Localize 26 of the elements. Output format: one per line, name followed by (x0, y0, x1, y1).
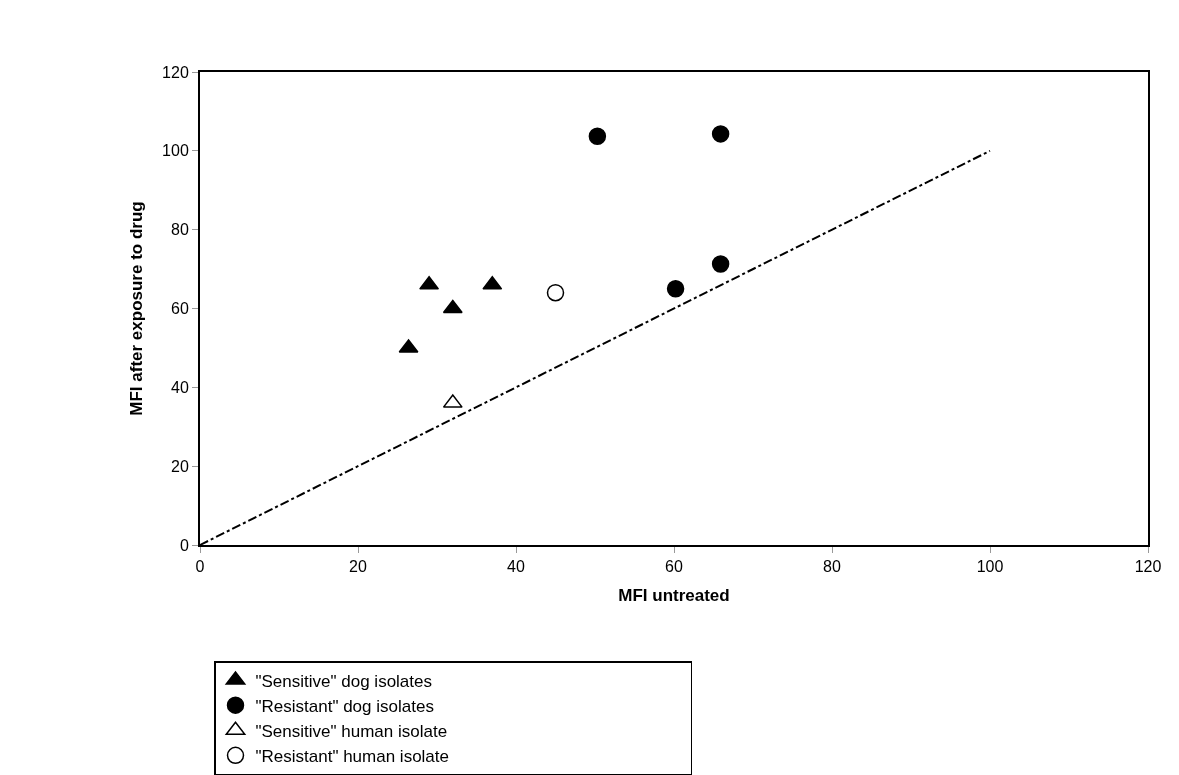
x-tick-label: 20 (349, 558, 367, 576)
x-axis-title: MFI untreated (618, 586, 730, 606)
point (546, 283, 565, 302)
point (711, 125, 730, 143)
x-tick-label: 80 (823, 558, 841, 576)
legend-label: "Sensitive" human isolate (255, 721, 448, 741)
y-tick-label: 120 (162, 63, 189, 81)
point (711, 255, 730, 273)
y-tick-label: 100 (162, 142, 189, 160)
x-tick-label: 120 (1134, 558, 1162, 576)
legend-label: "Sensitive" dog isolates (255, 671, 432, 691)
y-tick-label: 60 (171, 300, 189, 318)
legend-label: "Resistant" human isolate (255, 746, 449, 766)
y-axis-title: MFI after exposure to drug (127, 201, 147, 416)
x-tick-label: 100 (976, 558, 1004, 576)
legend-label: "Resistant" dog isolates (255, 696, 434, 716)
point (588, 127, 607, 145)
y-tick-label: 20 (171, 457, 189, 475)
y-tick-label: 80 (171, 221, 189, 239)
y-tick-label: 0 (179, 536, 189, 554)
x-tick-label: 40 (507, 558, 525, 576)
x-tick-label: 0 (195, 558, 205, 576)
point (442, 299, 463, 314)
point (666, 280, 685, 298)
y-tick-label: 40 (171, 378, 189, 396)
x-tick-label: 60 (665, 558, 683, 576)
